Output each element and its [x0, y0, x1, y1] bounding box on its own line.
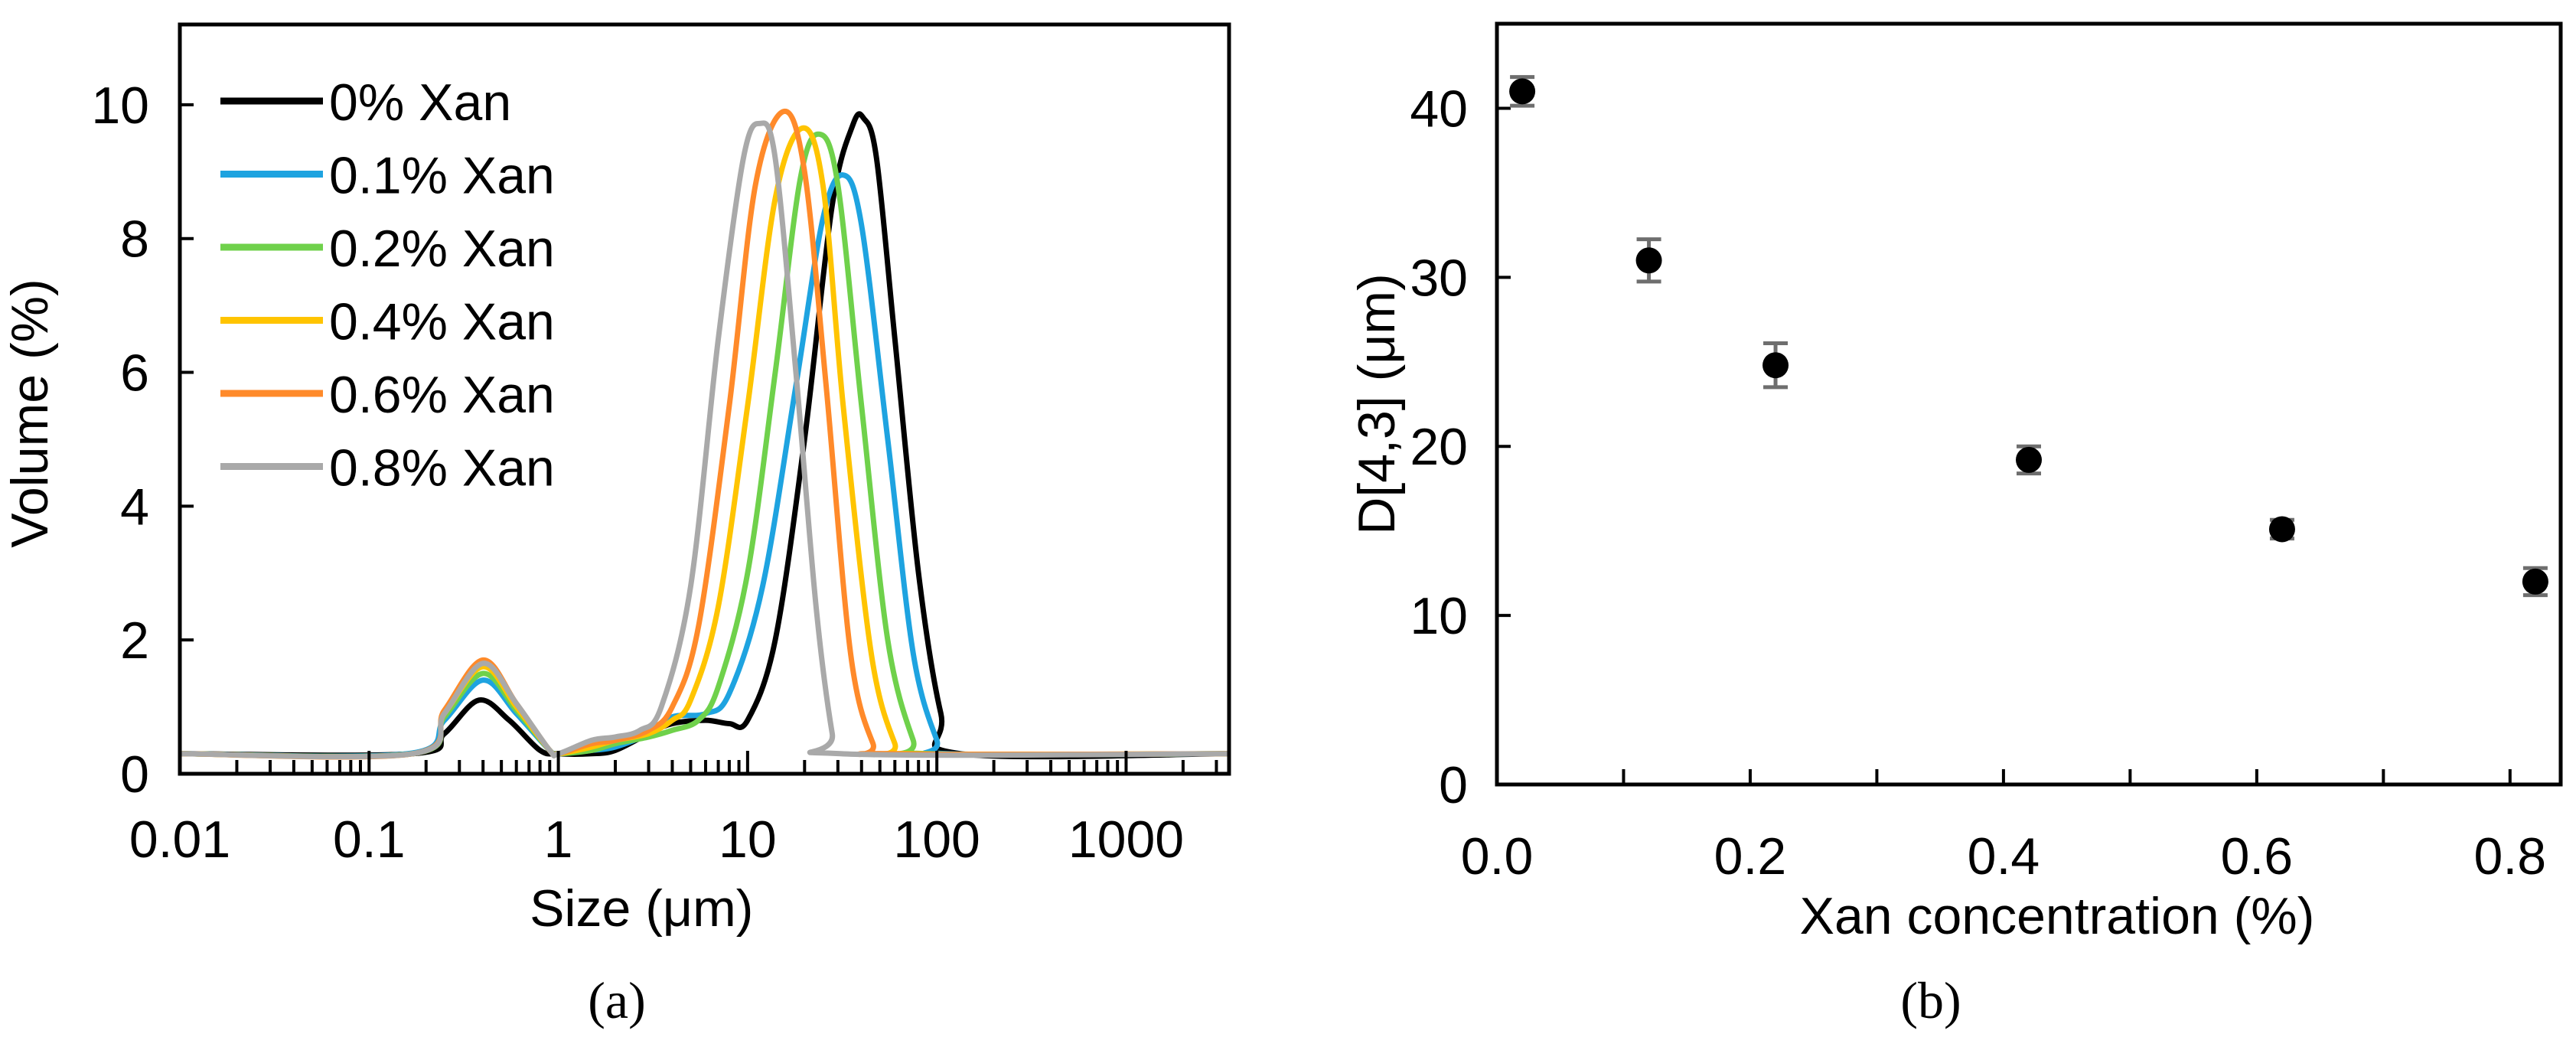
y-axis-label: Volume (%): [1, 279, 59, 547]
data-point: [2522, 566, 2548, 598]
marker: [2016, 446, 2042, 473]
panel-label-b: (b): [1900, 971, 1961, 1029]
data-point: [1762, 341, 1789, 390]
legend-label: 0.6% Xan: [329, 366, 555, 424]
data-point: [2268, 516, 2295, 543]
series-line-5: [179, 120, 1230, 760]
x-tick-label: 0.6: [2221, 827, 2294, 886]
y-tick-label: 2: [120, 612, 149, 670]
marker: [1635, 247, 1662, 274]
legend-label: 0% Xan: [329, 73, 511, 132]
y-tick-label: 20: [1410, 418, 1468, 476]
x-tick-label: 100: [893, 811, 980, 869]
y-tick-label: 6: [120, 344, 149, 403]
x-axis-label: Xan concentration (%): [1800, 887, 2315, 945]
data-point: [1635, 237, 1662, 284]
series-line-2: [179, 131, 1230, 759]
y-tick-label: 10: [1410, 587, 1468, 645]
x-tick-label: 1: [544, 811, 573, 869]
panel-label-a: (a): [588, 971, 645, 1029]
x-axis-label: Size (μm): [530, 879, 753, 938]
legend-label: 0.4% Xan: [329, 293, 555, 351]
series-line-1: [179, 172, 1230, 759]
x-tick-label: 0.01: [129, 811, 230, 869]
y-tick-label: 10: [91, 77, 149, 135]
y-tick-label: 40: [1410, 80, 1468, 138]
y-tick-label: 0: [1439, 756, 1468, 814]
y-tick-label: 30: [1410, 249, 1468, 307]
panel-a: [178, 22, 1231, 776]
legend-label: 0.2% Xan: [329, 220, 555, 278]
data-point: [1509, 75, 1536, 108]
y-axis-label: D[4,3] (μm): [1348, 273, 1406, 534]
y-tick-label: 4: [120, 478, 149, 536]
data-point: [2016, 444, 2042, 476]
plot-frame-b: [1495, 21, 2563, 787]
y-tick-label: 0: [120, 745, 149, 804]
x-tick-label: 0.1: [333, 811, 406, 869]
marker: [2268, 516, 2295, 543]
series-line-0: [179, 111, 1230, 760]
legend-label: 0.1% Xan: [329, 147, 555, 205]
x-tick-label: 0.8: [2474, 827, 2547, 886]
marker: [2522, 568, 2548, 595]
x-tick-label: 0.4: [1968, 827, 2040, 886]
x-tick-label: 0.0: [1461, 827, 1534, 886]
series-line-4: [179, 109, 1230, 760]
y-tick-label: 8: [120, 210, 149, 269]
legend-label: 0.8% Xan: [329, 439, 555, 497]
marker: [1509, 78, 1536, 105]
x-tick-label: 10: [719, 811, 777, 869]
marker: [1762, 352, 1789, 379]
x-tick-label: 1000: [1068, 811, 1184, 869]
x-tick-label: 0.2: [1714, 827, 1787, 886]
